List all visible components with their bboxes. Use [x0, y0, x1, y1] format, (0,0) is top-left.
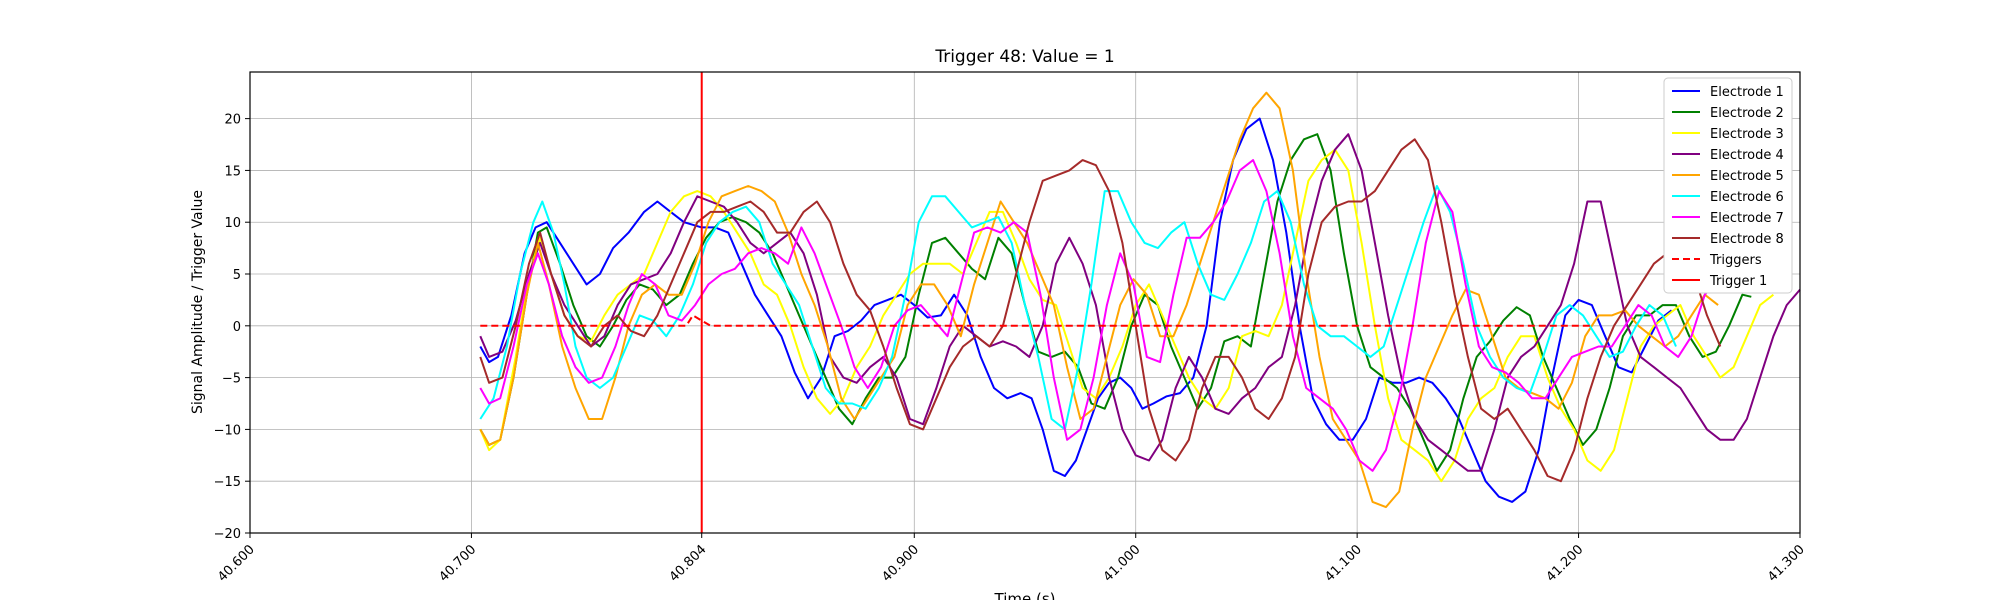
legend-label-electrode-8: Electrode 8 [1710, 232, 1784, 247]
electrode-3-line [479, 148, 1775, 483]
y-tick-label: −5 [222, 372, 241, 387]
y-tick-label: 15 [224, 164, 241, 179]
legend-label-trigger-1: Trigger 1 [1709, 274, 1767, 289]
legend-label-electrode-7: Electrode 7 [1710, 211, 1784, 226]
legend-label-triggers: Triggers [1709, 253, 1762, 268]
y-axis-label: Signal Amplitude / Trigger Value [190, 190, 206, 414]
y-tick-label: −10 [214, 423, 241, 438]
y-tick-label: −20 [214, 527, 241, 542]
y-axis-ticks: −20 −15 −10 −5 0 5 10 15 20 [214, 113, 250, 542]
y-tick-label: −15 [214, 475, 241, 490]
legend-label-electrode-1: Electrode 1 [1710, 85, 1784, 100]
electrode-8-line [479, 138, 1722, 483]
electrode-1-line [479, 117, 1673, 503]
legend-label-electrode-4: Electrode 4 [1710, 148, 1784, 163]
legend-items: Electrode 1 Electrode 2 Electrode 3 Electro… [1672, 85, 1784, 289]
y-tick-label: 10 [224, 216, 241, 231]
legend-label-electrode-3: Electrode 3 [1710, 127, 1784, 142]
y-tick-label: 5 [233, 268, 241, 283]
chart-title: Trigger 48: Value = 1 [934, 47, 1114, 67]
electrode-7-line [479, 159, 1719, 472]
triggers-line [480, 314, 1592, 327]
y-tick-label: 20 [224, 113, 241, 128]
series-group [479, 72, 1801, 533]
electrode-5-line [479, 91, 1719, 509]
electrode-6-line [479, 185, 1677, 431]
x-axis-label: Time (s) [994, 590, 1056, 600]
legend-label-electrode-6: Electrode 6 [1710, 190, 1784, 205]
electrode-2-line [479, 133, 1752, 472]
legend-label-electrode-5: Electrode 5 [1710, 169, 1784, 184]
legend-label-electrode-2: Electrode 2 [1710, 106, 1784, 121]
legend-box [1663, 77, 1793, 294]
electrode-4-line [479, 133, 1801, 472]
plot-frame [249, 71, 1801, 534]
legend: Electrode 1 Electrode 2 Electrode 3 Electro… [1663, 77, 1793, 294]
y-tick-label: 0 [233, 320, 241, 335]
